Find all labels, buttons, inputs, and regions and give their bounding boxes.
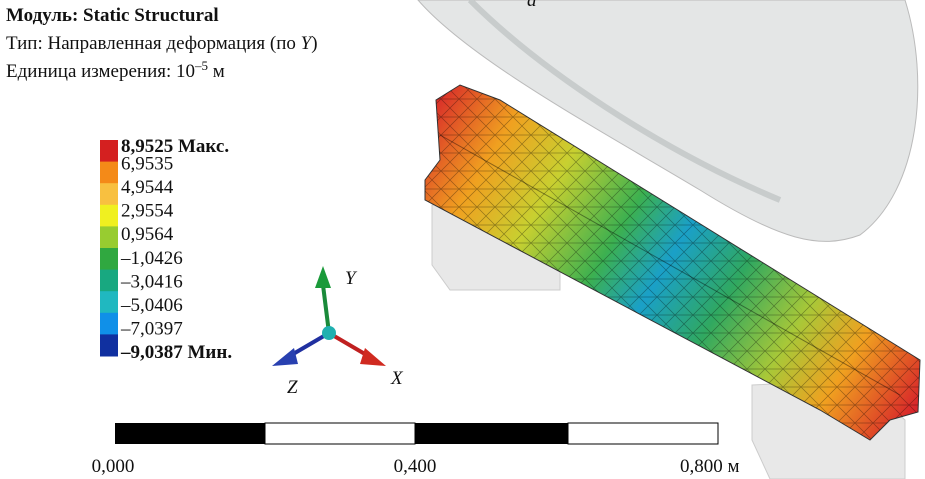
text: –5 [194, 58, 208, 73]
legend-label: 4,9544 [121, 177, 174, 198]
scale-bar: 0,000 0,400 0,800 м [92, 423, 740, 477]
legend-swatch [100, 205, 118, 227]
axis-label-z: Z [287, 377, 298, 398]
legend-label: –9,0387 Мин. [120, 342, 232, 363]
legend-swatch [100, 226, 118, 248]
legend-label: –7,0397 [120, 318, 183, 339]
scale-label: 0,000 [92, 456, 135, 477]
legend-swatch [100, 162, 118, 184]
legend-swatch [100, 140, 118, 162]
scale-label: 0,800 м [680, 456, 740, 477]
legend-swatch [100, 334, 118, 356]
figure-label: a [527, 0, 537, 11]
legend-label: –1,0426 [120, 248, 183, 269]
screenshot: a Модуль: Static Structural Тип: Направл… [0, 0, 925, 479]
legend-label: –5,0406 [120, 295, 183, 316]
unit-line: Единица измерения: 10–5 м [6, 58, 225, 82]
legend-label: –3,0416 [120, 271, 183, 292]
text: Тип: Направленная деформация (по [6, 33, 301, 54]
legend-swatch [100, 291, 118, 313]
axis-label-x: X [390, 368, 404, 389]
legend: 8,9525 Макс.6,95354,95442,95540,9564–1,0… [100, 136, 232, 363]
axis-triad: Y X Z [272, 266, 404, 398]
module-title: Модуль: Static Structural [6, 5, 219, 26]
axis-label-y: Y [345, 268, 358, 289]
result-type: Тип: Направленная деформация (по Y) [6, 33, 318, 54]
legend-swatch [100, 248, 118, 270]
legend-swatch [100, 270, 118, 292]
legend-label: 0,9564 [121, 224, 174, 245]
text: Единица измерения: 10 [6, 61, 195, 82]
text: ) [311, 33, 317, 54]
legend-swatch [100, 313, 118, 335]
legend-swatch [100, 183, 118, 205]
legend-label: 2,9554 [121, 201, 174, 222]
scale-label: 0,400 [394, 456, 437, 477]
legend-label: 6,9535 [121, 154, 173, 175]
text: м [208, 61, 225, 82]
